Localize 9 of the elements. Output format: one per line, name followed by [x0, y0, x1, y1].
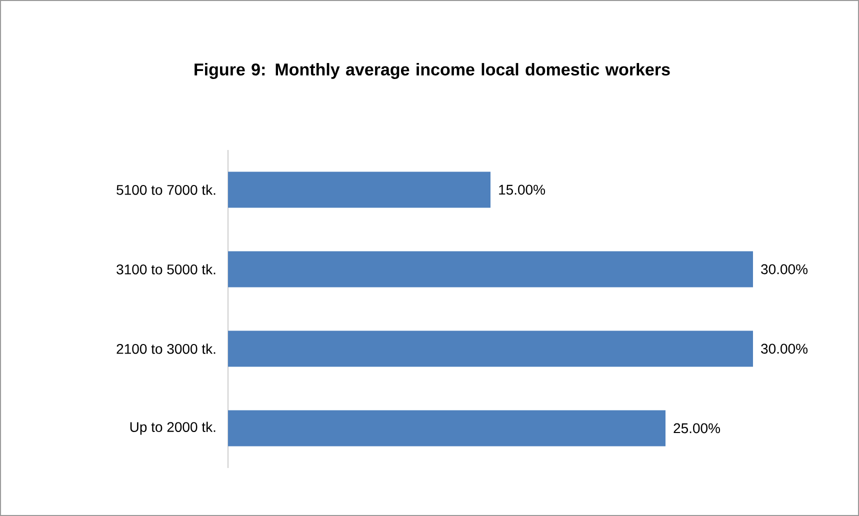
- data-label: 30.00%: [761, 264, 808, 274]
- y-tick-label: 5100 to 7000 tk.: [116, 184, 216, 195]
- data-label: 30.00%: [761, 344, 808, 354]
- y-tick-label: 3100 to 5000 tk.: [116, 264, 216, 274]
- data-label: 25.00%: [674, 423, 720, 434]
- y-tick-label: 2100 to 3000 tk.: [116, 344, 216, 354]
- y-tick-label: Up to 2000 tk.: [130, 422, 216, 435]
- data-label: 15.00%: [499, 184, 546, 195]
- chart-title: Figure 9: Monthly average income local domestic workers: [194, 63, 670, 79]
